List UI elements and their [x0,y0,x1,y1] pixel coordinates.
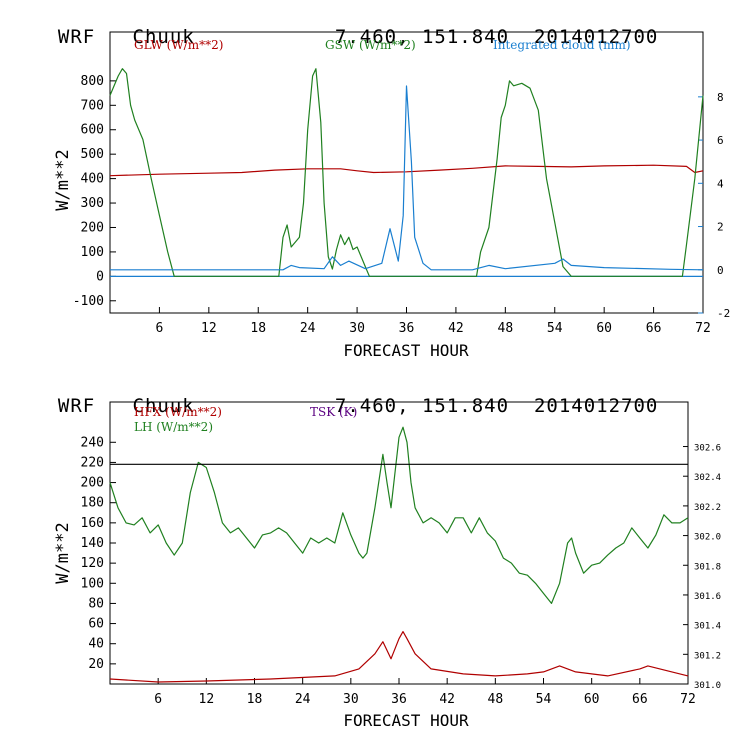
chart2-plot-frame [109,401,689,685]
chart2-y2-tick-label: 302.0 [694,533,721,543]
chart1-x-tick-label: 18 [250,321,266,336]
chart2-header: WRF Chuuk [33,373,195,417]
chart1-y-tick-label: -100 [73,294,104,309]
chart1-legend-cloud: Integrated cloud (mm) [493,38,631,52]
chart2-y-tick-label: 100 [81,576,104,591]
chart2-series-lh-line [109,426,689,604]
chart1-model-label: WRF [57,26,96,48]
chart2-y2-tick-label: 301.2 [694,651,721,661]
chart2-x-tick-label: 42 [439,692,455,707]
chart1-y2-tick-label: -2 [717,307,730,320]
chart1-legend-glw: GLW (W/m**2) [134,38,223,52]
chart2-x-axis-label: FORECAST HOUR [343,711,469,730]
chart1-legend-gsw: GSW (W/m**2) [325,38,416,52]
chart2-y2-tick-label: 301.8 [694,562,721,572]
chart2-x-tick-label: 54 [536,692,552,707]
chart1-y-tick-label: 100 [81,245,104,260]
chart1-x-tick-label: 42 [448,321,464,336]
chart2-y-tick-label: 140 [81,536,104,551]
chart2-y-axis-label: W/m**2 [53,522,73,583]
chart1-x-tick-label: 30 [349,321,365,336]
chart2-header-right: 7.460, 151.840 2014012700 [310,373,658,417]
chart2-y-tick-label: 60 [88,617,104,632]
chart2-y-tick-label: 200 [81,476,104,491]
chart1-y-tick-label: 600 [81,123,104,138]
chart1-x-tick-label: 12 [201,321,217,336]
chart2-date-label: 2014012700 [533,395,659,417]
chart2-x-tick-label: 12 [199,692,215,707]
chart2-y-tick-label: 80 [88,596,104,611]
chart1-y2-tick-label: 8 [717,91,724,104]
chart2-legend-lh: LH (W/m**2) [134,420,213,434]
chart1-series-integrated-line [110,85,704,271]
chart1-y-tick-label: 700 [81,98,104,113]
chart1-plot-frame [109,31,704,314]
chart1-x-axis-label: FORECAST HOUR [343,341,469,360]
chart2-y-tick-label: 220 [81,455,104,470]
chart2-x-tick-label: 48 [488,692,504,707]
chart2-y-tick-label: 20 [88,657,104,672]
chart2-surface-fluxes: HFX (W/m**2) LH (W/m**2) TSK (K) W/m**2 … [53,401,721,730]
chart2-location-label: Chuuk [132,395,195,417]
chart2-y2-tick-label: 301.6 [694,592,721,602]
chart1-y2-tick-label: 2 [717,221,724,234]
chart2-y-tick-label: 240 [81,435,104,450]
chart2-legend-hfx: HFX (W/m**2) [134,405,222,419]
chart1-x-tick-label: 54 [547,321,563,336]
chart2-y-tick-label: 180 [81,496,104,511]
chart2-x-tick-label: 30 [343,692,359,707]
chart2-y2-tick-label: 302.6 [694,444,721,454]
chart2-x-tick-label: 6 [154,692,162,707]
chart1-y-tick-label: 400 [81,172,104,187]
chart1-y2-tick-label: 4 [717,177,724,190]
chart1-series-glw-line [109,164,704,177]
chart1-y-tick-label: 500 [81,147,104,162]
chart1-y-tick-label: 200 [81,220,104,235]
chart1-y-axis-label: W/m**2 [53,149,73,210]
chart1-y-tick-label: 300 [81,196,104,211]
chart2-legend-tsk: TSK (K) [310,405,357,419]
chart1-x-tick-label: 48 [498,321,514,336]
chart2-y2-tick-label: 301.0 [694,681,721,691]
chart2-x-tick-label: 72 [680,692,696,707]
chart1-y-tick-label: 0 [96,269,104,284]
chart2-y2-tick-label: 302.4 [694,473,721,483]
chart1-y2-tick-label: 0 [717,264,724,277]
chart2-y2-tick-label: 302.2 [694,503,721,513]
chart1-x-tick-label: 6 [156,321,164,336]
chart2-series-hfx-line [109,631,689,683]
chart2-y-tick-label: 120 [81,556,104,571]
chart1-x-tick-label: 36 [399,321,415,336]
chart1-x-tick-label: 72 [695,321,711,336]
chart2-y-tick-label: 40 [88,637,104,652]
chart1-x-tick-label: 66 [646,321,662,336]
chart1-x-tick-label: 24 [300,321,316,336]
chart2-coords-label: 7.460, 151.840 [334,395,510,417]
chart1-surface-radiation: GLW (W/m**2) GSW (W/m**2) Integrated clo… [53,31,730,360]
chart2-y2-tick-label: 301.4 [694,622,721,632]
chart2-model-label: WRF [57,395,96,417]
chart1-x-tick-label: 60 [596,321,612,336]
chart1-y2-tick-label: 6 [717,134,724,147]
chart2-x-tick-label: 36 [391,692,407,707]
chart2-x-tick-label: 66 [632,692,648,707]
chart2-y-tick-label: 160 [81,516,104,531]
chart1-series-gsw-line [109,68,704,277]
chart2-x-tick-label: 60 [584,692,600,707]
chart1-y-tick-label: 800 [81,74,104,89]
chart2-x-tick-label: 18 [247,692,263,707]
chart2-x-tick-label: 24 [295,692,311,707]
